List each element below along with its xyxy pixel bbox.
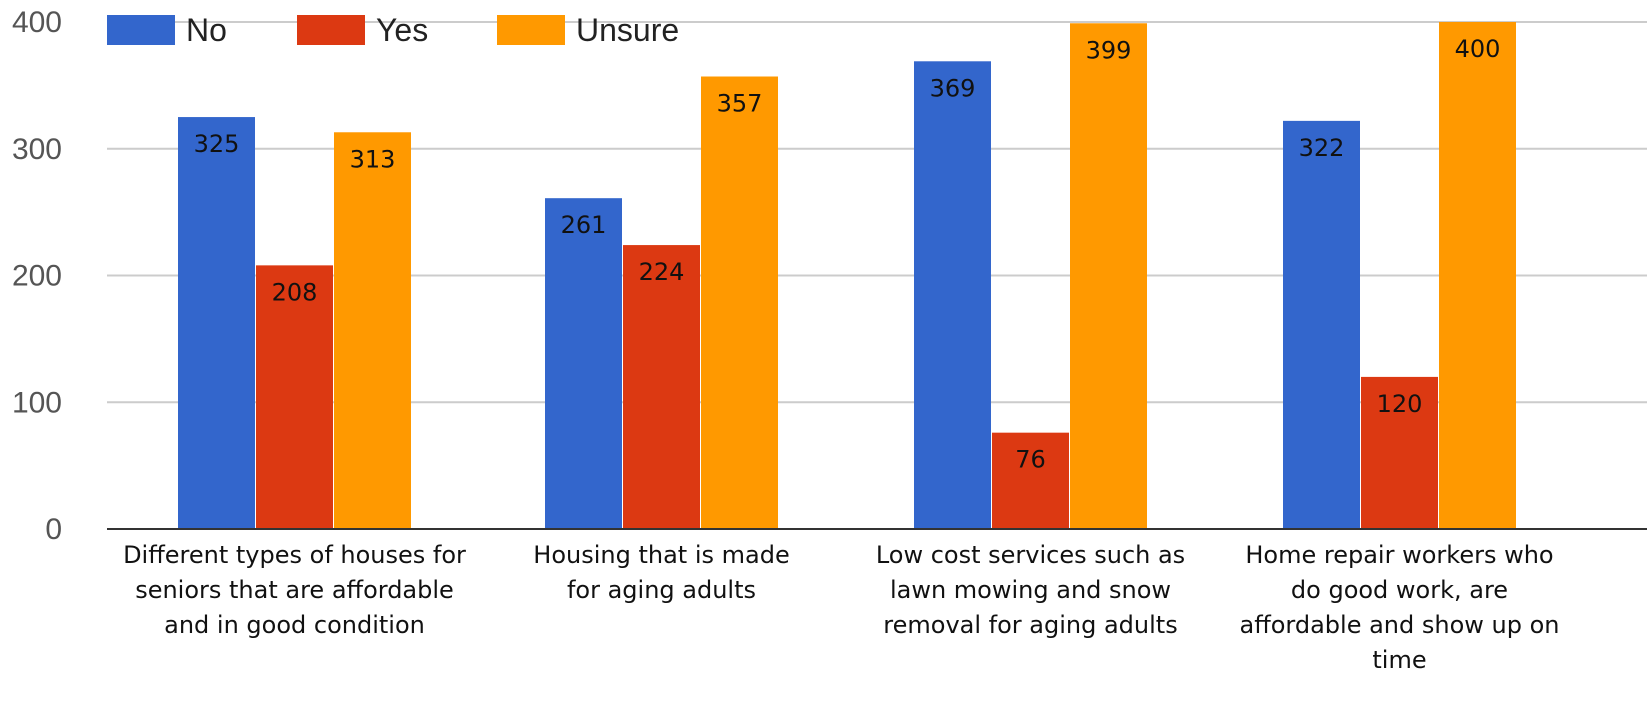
x-category-label-line: time (1372, 646, 1426, 674)
bar-yes (256, 265, 333, 529)
y-tick-label: 0 (45, 513, 62, 546)
x-category-label-line: Low cost services such as (876, 541, 1185, 569)
legend-label-no: No (186, 12, 227, 48)
data-label: 224 (639, 258, 685, 286)
bar-no (545, 198, 622, 529)
y-tick-label: 300 (12, 133, 62, 166)
legend-label-unsure: Unsure (576, 12, 679, 48)
legend-swatch-unsure (497, 15, 565, 45)
data-label: 261 (561, 211, 607, 239)
bar-yes (623, 245, 700, 529)
data-label: 399 (1086, 36, 1132, 64)
data-label: 322 (1299, 134, 1345, 162)
data-label: 120 (1377, 390, 1423, 418)
x-category-label-line: seniors that are affordable (135, 576, 454, 604)
data-label: 208 (272, 278, 318, 306)
x-category-label-line: Home repair workers who (1245, 541, 1553, 569)
x-category-label-line: affordable and show up on (1239, 611, 1559, 639)
y-tick-label: 200 (12, 260, 62, 293)
bar-unsure (1439, 22, 1516, 529)
x-category-label-line: for aging adults (567, 576, 756, 604)
bar-no (178, 117, 255, 529)
data-label: 369 (930, 74, 976, 102)
bar-yes (992, 432, 1069, 529)
x-category-label-line: removal for aging adults (883, 611, 1177, 639)
bars (178, 22, 1516, 530)
bar-unsure (1070, 23, 1147, 530)
legend-swatch-no (107, 15, 175, 45)
x-category-label-line: Housing that is made (533, 541, 789, 569)
data-label: 76 (1015, 446, 1046, 474)
data-label: 313 (350, 145, 396, 173)
legend-label-yes: Yes (376, 12, 428, 48)
bar-unsure (334, 132, 411, 529)
data-label: 357 (717, 90, 763, 118)
x-category-label: Low cost services such as lawn mowing and… (876, 541, 1185, 639)
y-tick-label: 100 (12, 386, 62, 419)
x-category-label: Housing that is made for aging adults (533, 541, 789, 604)
x-category-label-line: do good work, are (1291, 576, 1508, 604)
data-label: 400 (1455, 35, 1501, 63)
category-labels: Different types of houses for seniors tha… (123, 541, 1559, 674)
bar-unsure (701, 76, 778, 529)
x-category-label-line: lawn mowing and snow (890, 576, 1171, 604)
data-label: 325 (194, 130, 240, 158)
legend-swatch-yes (297, 15, 365, 45)
y-tick-label: 400 (12, 6, 62, 39)
data-labels: 325 261 369 322 208 224 76 120 313 357 399 400 (194, 35, 1501, 474)
legend: No Yes Unsure (107, 12, 679, 48)
bar-no (914, 61, 991, 529)
x-category-label: Home repair workers who do good work, are… (1239, 541, 1559, 674)
bar-yes (1361, 376, 1438, 529)
x-category-label-line: and in good condition (164, 611, 425, 639)
y-axis-tick-labels: 0 100 200 300 400 (12, 6, 62, 546)
x-category-label: Different types of houses for seniors tha… (123, 541, 466, 639)
bar-no (1283, 120, 1360, 530)
x-category-label-line: Different types of houses for (123, 541, 466, 569)
